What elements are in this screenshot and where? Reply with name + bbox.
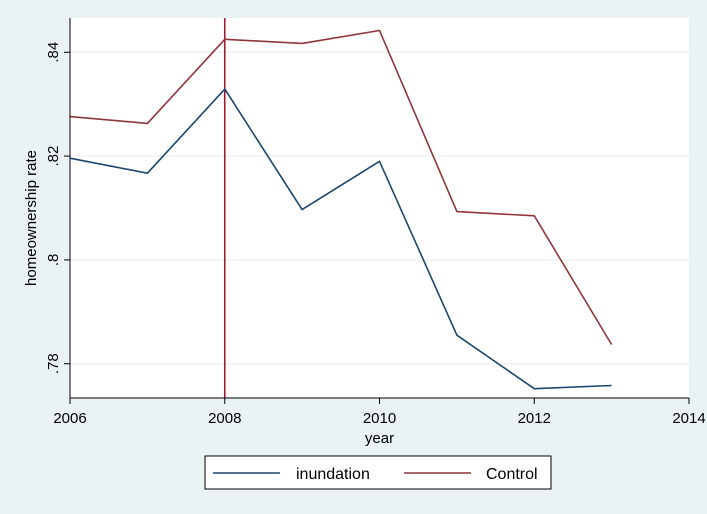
x-tick-label: 2014 — [672, 410, 705, 427]
y-tick-label: .8 — [45, 254, 62, 267]
y-tick-label: .78 — [45, 353, 62, 374]
y-tick-label: .84 — [45, 42, 62, 63]
x-tick-label: 2006 — [53, 410, 86, 427]
y-tick-label: .82 — [45, 146, 62, 167]
x-axis-title: year — [365, 430, 394, 447]
series-line-inundation — [69, 88, 612, 390]
legend: inundation Control — [204, 455, 552, 490]
x-tick-label: 2012 — [518, 410, 551, 427]
series-line-control — [69, 29, 613, 345]
gridlines — [70, 51, 689, 365]
x-tick-label: 2008 — [208, 410, 241, 427]
x-tick-label: 2010 — [363, 410, 396, 427]
plot-area — [70, 18, 689, 398]
y-axis-title: homeownership rate — [23, 150, 40, 286]
legend-label-inundation: inundation — [296, 466, 370, 483]
series-group — [69, 29, 613, 390]
legend-label-control: Control — [486, 466, 538, 483]
axes: 2006 2008 2010 2012 2014 .78 .8 .82 .84 — [45, 18, 706, 427]
